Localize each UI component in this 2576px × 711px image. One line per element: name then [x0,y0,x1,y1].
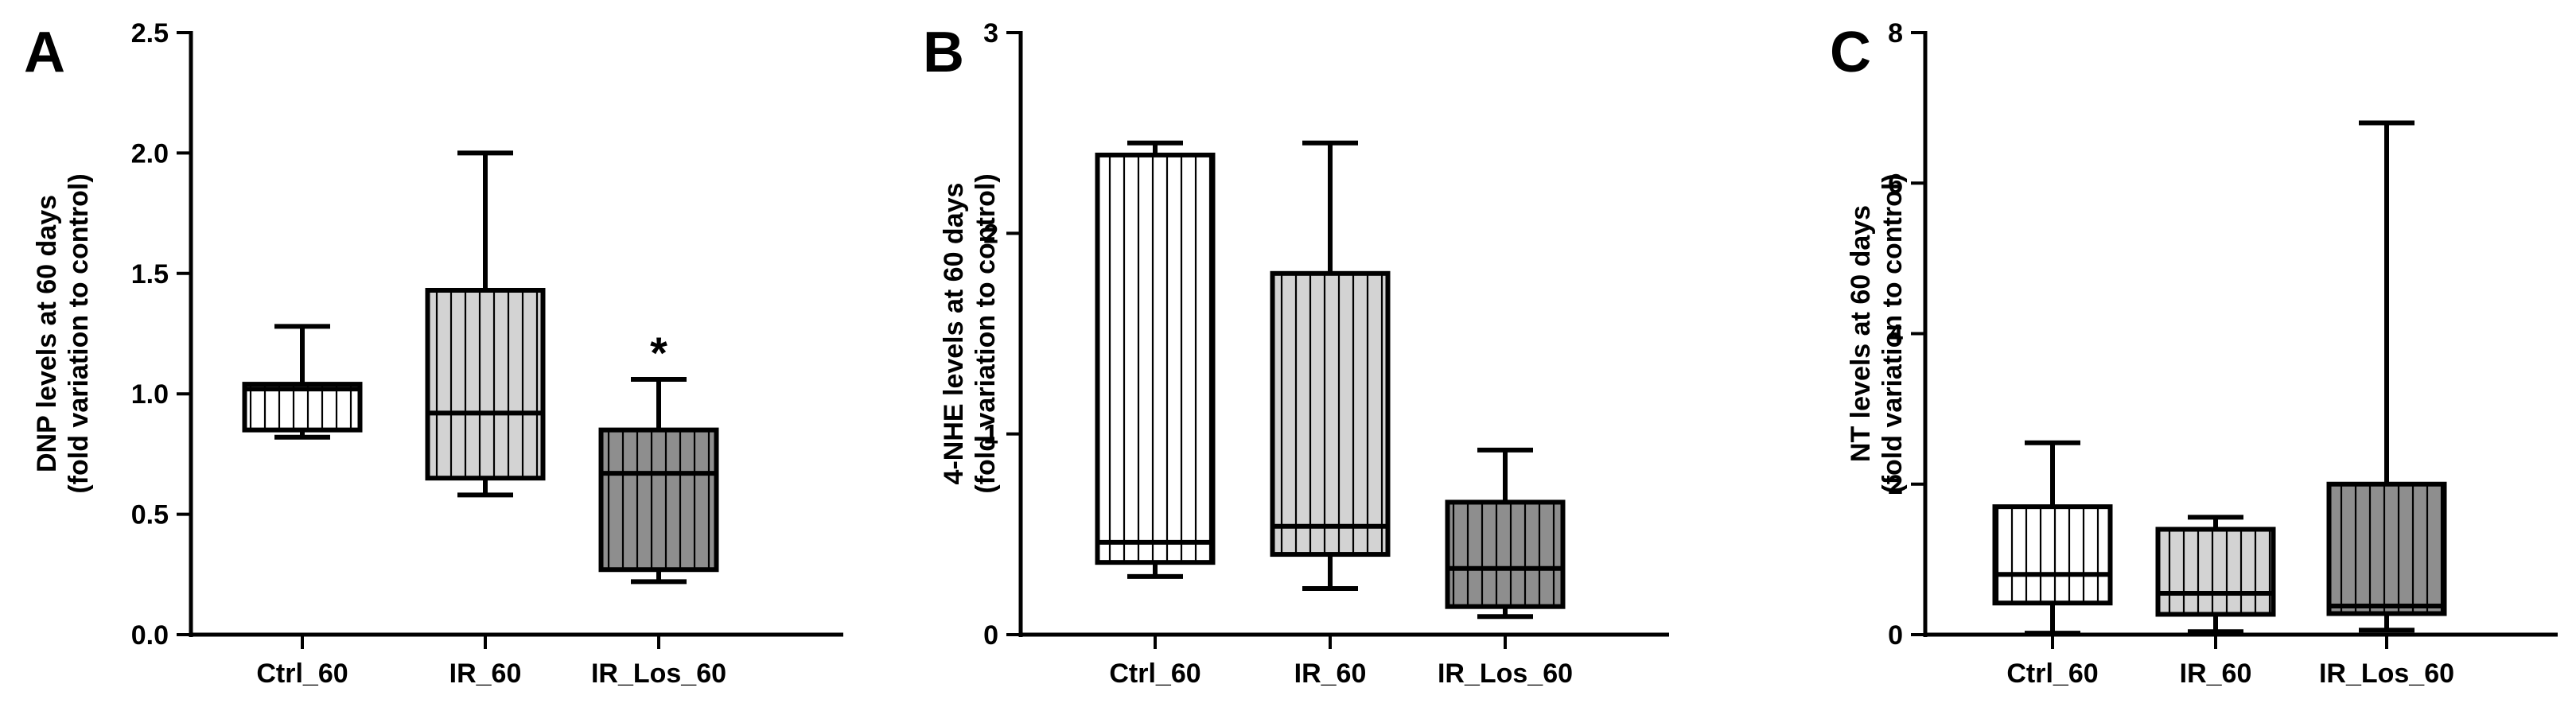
y-tick-label: 0.5 [131,500,169,530]
y-tick-label: 8 [1888,18,1903,49]
x-tick-label: Ctrl_60 [256,659,348,689]
y-axis-label: NT levels at 60 days [1846,205,1876,462]
box-ir-los-60 [2326,120,2447,633]
x-tick-label: IR_Los_60 [2319,659,2454,689]
iqr-box [2155,526,2276,617]
box-ir-60 [425,150,546,498]
box-ir-los-60 [1445,447,1566,620]
box-ctrl-60 [1095,140,1216,579]
y-axis-label: (fold variation to control) [971,173,1001,493]
chart-panel-c: C NT levels at 60 days (fold variation to … [1830,18,2558,689]
x-tick-label: Ctrl_60 [2006,659,2098,689]
iqr-box [1445,499,1566,609]
x-tick-label: IR_60 [1294,659,1367,689]
box-ctrl-60 [1992,440,2113,636]
x-tick-label: Ctrl_60 [1109,659,1200,689]
panel-letter: C [1830,21,1871,84]
y-tick-label: 1 [983,420,998,450]
y-axis-label: (fold variation to control) [64,173,94,493]
x-tick-label: IR_60 [2180,659,2252,689]
y-axis-label: DNP levels at 60 days [32,195,62,472]
box-ctrl-60 [242,324,363,440]
panel-letter: A [24,21,65,84]
iqr-box [242,382,363,433]
y-tick-label: 6 [1888,169,1903,199]
y-tick-label: 3 [983,18,998,49]
y-tick-label: 4 [1888,320,1903,350]
y-tick-label: 1.0 [131,379,169,410]
chart-panel-b: B 4-NHE levels at 60 days (fold variation … [923,18,1669,689]
iqr-box [1992,504,2113,606]
box-ir-60 [2155,515,2276,635]
box-ir-los-60 [598,377,719,585]
y-axis-label: 4-NHE levels at 60 days [939,183,969,485]
iqr-box [2326,481,2447,616]
y-tick-label: 1.5 [131,259,169,289]
x-tick-label: IR_60 [449,659,522,689]
panel-letter: B [923,21,964,84]
y-tick-label: 0.0 [131,620,169,651]
y-tick-label: 0 [983,620,998,651]
y-axis-label: (fold variation to control) [1878,173,1908,493]
y-tick-label: 2.0 [131,138,169,169]
y-tick-label: 2 [983,219,998,249]
iqr-box [1270,270,1391,558]
iqr-box [1095,152,1216,565]
x-tick-label: IR_Los_60 [591,659,726,689]
y-tick-label: 0 [1888,620,1903,651]
iqr-box [425,287,546,481]
box-ir-60 [1270,140,1391,591]
y-tick-label: 2.5 [131,18,169,49]
significance-marker: * [650,328,667,378]
x-tick-label: IR_Los_60 [1438,659,1573,689]
y-tick-label: 2 [1888,470,1903,500]
chart-panel-a: A DNP levels at 60 days (fold variation to… [24,18,843,689]
iqr-box [598,427,719,573]
